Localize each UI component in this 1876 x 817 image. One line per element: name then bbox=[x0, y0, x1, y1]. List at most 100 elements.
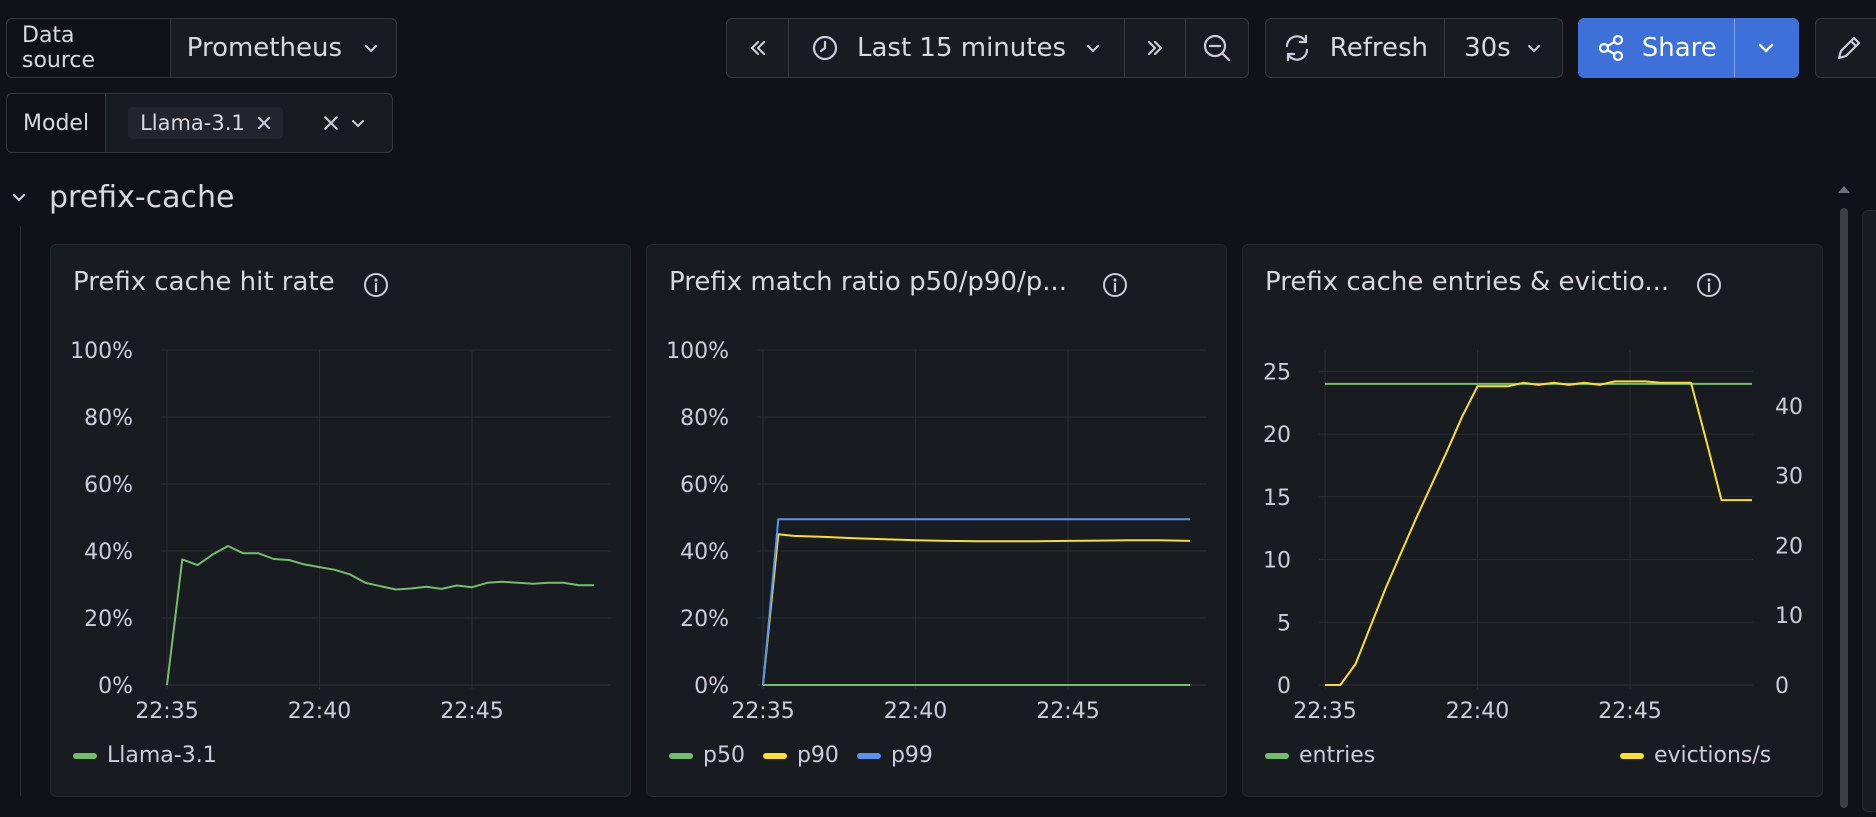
chevron-down-icon bbox=[1759, 43, 1774, 53]
legend-swatch bbox=[762, 752, 787, 759]
time-shift-forward-button[interactable] bbox=[1124, 19, 1185, 77]
chart-match-ratio: 0% 20% 40% 60% 80% 100% 22:35 22:40 22:45 bbox=[666, 339, 1207, 724]
legend-item-label[interactable]: p50 bbox=[703, 743, 745, 768]
y-tick-label: 20 bbox=[1263, 423, 1291, 448]
chart-entries-evictions: 0 5 10 15 20 25 0 10 20 30 40 22:35 22:40 22:45 bbox=[1263, 350, 1803, 724]
y-tick-label: 25 bbox=[1263, 360, 1291, 385]
clock-icon bbox=[812, 35, 838, 61]
share-button[interactable]: Share bbox=[1579, 19, 1734, 77]
legend: evictions/s bbox=[1620, 743, 1771, 768]
panel-entries-evictions[interactable]: Prefix cache entries & evictio... 0 5 10 15… bbox=[1242, 244, 1823, 797]
legend-item-label[interactable]: p99 bbox=[890, 743, 933, 768]
share-label: Share bbox=[1641, 33, 1717, 63]
panel-title: Prefix cache entries & evictio... bbox=[1265, 267, 1670, 297]
datasource-label: Data source bbox=[7, 19, 171, 77]
chevron-down-icon bbox=[362, 39, 380, 57]
clear-icon[interactable] bbox=[323, 115, 339, 131]
y-right-tick-label: 0 bbox=[1775, 674, 1789, 699]
series-line-p90 bbox=[762, 533, 1191, 686]
refresh-button[interactable]: Refresh bbox=[1266, 19, 1444, 77]
y-tick-label: 40% bbox=[680, 540, 729, 565]
y-tick-label: 80% bbox=[84, 406, 133, 431]
edit-button[interactable] bbox=[1815, 18, 1876, 78]
legend-swatch bbox=[856, 752, 881, 759]
time-range-picker[interactable]: Last 15 minutes bbox=[788, 19, 1124, 77]
y-tick-label: 15 bbox=[1263, 486, 1291, 511]
row-collapse-toggle[interactable] bbox=[8, 186, 30, 208]
row-title[interactable]: prefix-cache bbox=[49, 180, 235, 215]
time-range-label: Last 15 minutes bbox=[856, 33, 1066, 63]
refresh-label: Refresh bbox=[1329, 33, 1428, 63]
legend-swatch bbox=[1265, 752, 1289, 759]
chevron-down-icon bbox=[12, 193, 26, 202]
y-tick-label: 100% bbox=[70, 339, 133, 364]
x-tick-label: 22:45 bbox=[1036, 699, 1099, 724]
offscreen-panel-edge bbox=[1862, 210, 1876, 812]
y-tick-label: 0 bbox=[1277, 674, 1291, 699]
info-icon[interactable] bbox=[362, 271, 390, 299]
refresh-controls: Refresh 30s bbox=[1265, 18, 1563, 78]
y-right-tick-label: 10 bbox=[1775, 604, 1803, 629]
chevron-down-icon bbox=[1087, 45, 1099, 53]
legend-item-label[interactable]: entries bbox=[1299, 743, 1376, 768]
panel-match-ratio[interactable]: Prefix match ratio p50/p90/p... 0% 20% 40%… bbox=[646, 244, 1227, 797]
zoom-out-icon bbox=[1203, 34, 1231, 62]
y-tick-label: 0% bbox=[694, 674, 729, 699]
series-line-Llama-3.1 bbox=[166, 545, 594, 686]
x-tick-label: 22:45 bbox=[1598, 699, 1661, 724]
y-right-tick-label: 30 bbox=[1775, 465, 1803, 490]
x-tick-label: 22:40 bbox=[1446, 699, 1509, 724]
time-shift-back-button[interactable] bbox=[727, 19, 788, 77]
series-line-evictions/s bbox=[1325, 380, 1752, 686]
info-icon[interactable] bbox=[1101, 271, 1129, 299]
model-chip[interactable]: Llama-3.1 bbox=[128, 107, 283, 139]
chart-hit-rate: 0% 20% 40% 60% 80% 100% 22:35 22:40 22:45 bbox=[70, 339, 611, 724]
model-chip-label: Llama-3.1 bbox=[140, 111, 245, 135]
legend: Llama-3.1 bbox=[73, 743, 217, 768]
x-tick-label: 22:35 bbox=[135, 699, 198, 724]
legend-item-label[interactable]: Llama-3.1 bbox=[107, 743, 217, 768]
row-guide-line bbox=[20, 226, 21, 796]
x-tick-label: 22:40 bbox=[884, 699, 947, 724]
legend-item-label[interactable]: evictions/s bbox=[1654, 743, 1772, 768]
y-tick-label: 60% bbox=[84, 473, 133, 498]
share-controls: Share bbox=[1578, 18, 1799, 78]
y-tick-label: 80% bbox=[680, 406, 729, 431]
y-tick-label: 40% bbox=[84, 540, 133, 565]
zoom-out-button[interactable] bbox=[1185, 19, 1248, 77]
model-variable[interactable]: Model Llama-3.1 bbox=[6, 93, 393, 153]
pencil-icon bbox=[1837, 36, 1861, 60]
panel-title: Prefix cache hit rate bbox=[73, 267, 335, 297]
remove-chip-icon[interactable] bbox=[257, 116, 271, 130]
x-tick-label: 22:45 bbox=[440, 699, 503, 724]
y-right-tick-label: 40 bbox=[1775, 395, 1803, 420]
x-tick-label: 22:40 bbox=[288, 699, 351, 724]
y-tick-label: 60% bbox=[680, 473, 729, 498]
panel-title: Prefix match ratio p50/p90/p... bbox=[669, 267, 1068, 297]
scrollbar-up-arrow[interactable] bbox=[1838, 186, 1850, 193]
legend-swatch bbox=[669, 752, 693, 759]
scrollbar[interactable] bbox=[1840, 208, 1848, 808]
double-chevron-left-icon bbox=[750, 40, 765, 56]
share-options-button[interactable] bbox=[1733, 19, 1798, 77]
chevron-down-icon[interactable] bbox=[349, 114, 367, 132]
share-icon bbox=[1598, 34, 1623, 62]
legend-item-label[interactable]: p90 bbox=[796, 743, 839, 768]
y-right-tick-label: 20 bbox=[1775, 534, 1803, 559]
x-tick-label: 22:35 bbox=[731, 699, 794, 724]
refresh-interval-picker[interactable]: 30s bbox=[1443, 19, 1562, 77]
panel-hit-rate[interactable]: Prefix cache hit rate 0% 20% 40% 60% 80% 100%… bbox=[50, 244, 631, 797]
x-tick-label: 22:35 bbox=[1293, 699, 1356, 724]
legend: entries bbox=[1265, 743, 1375, 768]
legend-swatch bbox=[1620, 752, 1644, 759]
datasource-picker[interactable]: Data source Prometheus bbox=[6, 18, 397, 78]
legend: p50 p90 p99 bbox=[669, 743, 933, 768]
series-line-p99 bbox=[762, 518, 1190, 686]
chevron-down-icon bbox=[1527, 45, 1540, 53]
y-tick-label: 100% bbox=[666, 339, 729, 364]
y-tick-label: 20% bbox=[680, 607, 729, 632]
double-chevron-right-icon bbox=[1147, 40, 1163, 56]
y-tick-label: 5 bbox=[1277, 611, 1291, 636]
info-icon[interactable] bbox=[1695, 271, 1723, 299]
model-label: Model bbox=[7, 94, 107, 152]
